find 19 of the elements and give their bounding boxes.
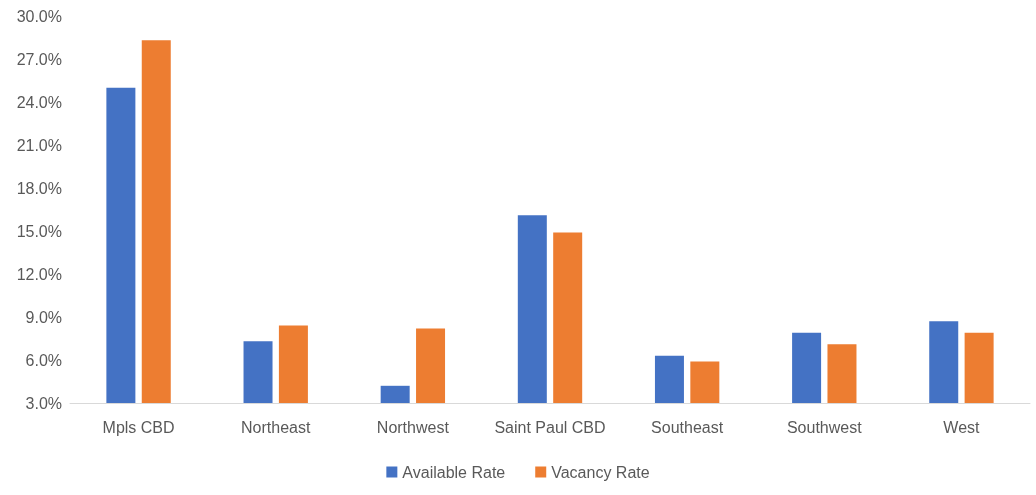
x-tick-label: Northwest <box>376 418 450 436</box>
y-tick-label: 3.0% <box>25 394 62 412</box>
x-tick-label: Southwest <box>786 418 863 436</box>
legend-label: Available Rate <box>402 463 506 481</box>
y-tick-label: 27.0% <box>16 50 62 68</box>
legend-label: Vacancy Rate <box>551 463 650 481</box>
y-tick-label: 21.0% <box>16 136 62 154</box>
x-tick-label: Northeast <box>241 418 311 436</box>
y-tick-label: 9.0% <box>25 308 62 326</box>
y-tick-label: 30.0% <box>16 7 62 25</box>
y-tick-label: 15.0% <box>16 222 62 240</box>
x-tick-label: Southeast <box>651 418 724 436</box>
y-tick-label: 6.0% <box>25 351 62 369</box>
x-tick-label: Mpls CBD <box>102 418 175 436</box>
y-tick-label: 24.0% <box>16 93 62 111</box>
x-tick-label: West <box>943 418 981 436</box>
x-tick-label: Saint Paul CBD <box>494 418 606 436</box>
y-tick-label: 12.0% <box>16 265 62 283</box>
y-tick-label: 18.0% <box>16 179 62 197</box>
